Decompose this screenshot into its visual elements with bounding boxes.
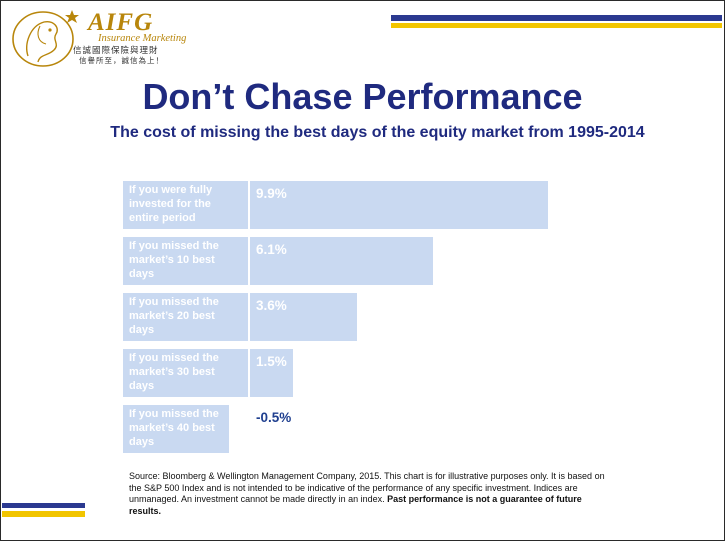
top-gold-stripe xyxy=(391,23,722,28)
slide-title: Don’t Chase Performance xyxy=(142,76,583,117)
bar-divider xyxy=(248,349,250,397)
logo-chinese-line-1: 信誠國際保險與理財 xyxy=(73,45,159,55)
performance-disclaimer: Past performance is not a guarantee of f… xyxy=(129,494,582,516)
bar-value-label: 9.9% xyxy=(256,186,287,201)
bar-category-label: If you missed the market’s 20 best days xyxy=(129,296,219,336)
bar-value-label: 1.5% xyxy=(256,354,287,369)
bar-category-label: If you missed the market’s 40 best days xyxy=(129,408,219,448)
bar-value-label: 3.6% xyxy=(256,298,287,313)
bar-divider xyxy=(248,293,250,341)
bar xyxy=(123,181,548,229)
bar-value-label: -0.5% xyxy=(256,410,292,425)
bar-divider xyxy=(229,405,231,453)
bar-category-label: If you missed the market’s 30 best days xyxy=(129,352,219,392)
source-note: Source: Bloomberg & Wellington Managemen… xyxy=(129,471,609,517)
bar-divider xyxy=(248,237,250,285)
bar xyxy=(123,405,229,453)
bar-value-label: 6.1% xyxy=(256,242,287,257)
bar xyxy=(123,349,293,397)
aifg-logo: AIFG Insurance Marketing 信誠國際保險與理財 信譽所至，… xyxy=(10,4,225,70)
logo-brand-text: AIFG xyxy=(88,9,154,36)
bottom-gold-stripe xyxy=(2,511,85,517)
bar-category-label: If you were fully invested for the entir… xyxy=(129,184,213,224)
logo-subtitle: Insurance Marketing xyxy=(98,33,187,44)
bar xyxy=(123,237,433,285)
bar-category-label: If you missed the market’s 10 best days xyxy=(129,240,219,280)
top-blue-stripe xyxy=(391,15,722,21)
logo-emblem-icon xyxy=(12,10,79,67)
bar xyxy=(123,293,357,341)
source-text: Source: Bloomberg & Wellington Managemen… xyxy=(129,471,605,504)
slide-subtitle: The cost of missing the best days of the… xyxy=(110,124,645,141)
logo-chinese-line-2: 信譽所至，誠信為上！ xyxy=(79,56,164,65)
bottom-blue-stripe xyxy=(2,503,85,508)
bar-divider xyxy=(248,181,250,229)
